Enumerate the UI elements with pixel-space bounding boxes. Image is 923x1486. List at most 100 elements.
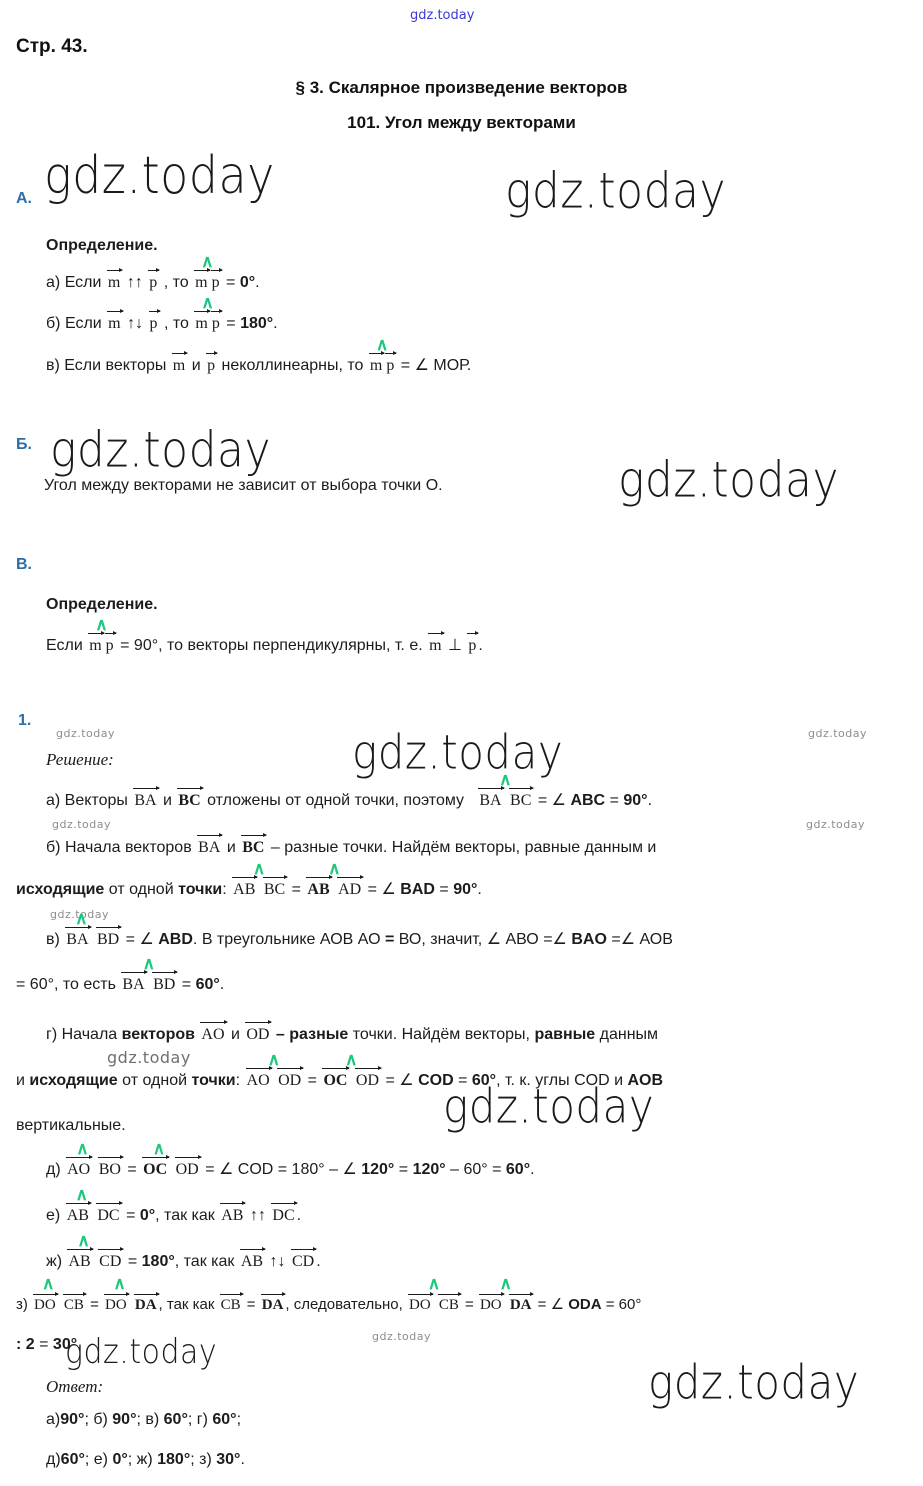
part-text: отложены от одной точки, поэтому [207,792,465,809]
watermark-small: gdz.today [808,727,868,740]
period: . [296,1207,302,1224]
period: . [530,1161,535,1178]
colon: : [235,1072,241,1089]
answer-line-1: а)90°; б) 90°; в) 60°; г) 60°; [46,1412,241,1428]
angle-value: ∠ МОР [414,357,467,374]
angle-name: ABD [158,931,193,948]
angle-pair-do-da: DO DA [478,1291,535,1313]
part-text: , так как [155,1207,215,1224]
watermark-small: gdz.today [107,1048,191,1067]
vector-p: p [148,268,161,291]
vector-bc: BC [509,786,535,809]
vector-dc: DC [271,1201,298,1224]
part-text: , т. к. углы COD и [496,1072,624,1089]
equals-sign: = [126,1207,136,1224]
equals-angle-expr: = ∠ COD = 180° – ∠ [205,1161,357,1178]
colon: : [222,881,227,898]
vector-p: p [385,351,398,374]
answer-marker: ; в) [136,1411,160,1428]
equals-sign: = [291,881,301,898]
vector-ba: BA [197,833,224,856]
vector-ba: BA [478,786,505,809]
item-text: , то [163,274,189,291]
equals-sign: = [609,792,619,809]
vector-dc: DC [96,1201,123,1224]
answer-marker: . [240,1451,245,1468]
equals-sign: = [458,1072,468,1089]
problem-part-zh: ж) AB CD = 180°, так как AB ↑↓ CD. [46,1247,321,1270]
vector-od: OD [245,1020,273,1043]
watermark-large: gdz.today [505,162,727,221]
section-a-item-b: б) Если m ↑↓ p , то mp = 180°. [46,309,278,332]
watermark-small: gdz.today [56,727,116,740]
watermark-large: gdz.today [44,144,275,206]
vector-ab: AB [67,1247,94,1270]
equals-sign: = [127,1253,138,1270]
angle-value: 120° [361,1161,395,1178]
angle-pair-oc-od: OC OD [321,1066,383,1089]
bold-word: точки [191,1072,236,1089]
section-a-item-v: в) Если векторы m и p неколлинеарны, то … [46,351,472,374]
problem-part-v-line1: в) BA BD = ∠ ABD. В треугольнике АОВ АО … [46,925,673,948]
section-letter-b: Б. [16,436,32,453]
vector-ao: AO [66,1155,94,1178]
answer-marker: ; з) [190,1451,212,1468]
part-text: от одной [108,881,174,898]
section-a-item-a: а) Если m ↑↑ p , то mp = 0°. [46,268,260,291]
part-text: =∠ АОВ [611,931,673,948]
equals-sign: = [400,357,411,374]
watermark-large: gdz.today [648,1355,860,1410]
angle-pair-ab-bc: AB BC [231,875,289,898]
angle-value: 180° [141,1253,175,1270]
part-marker: в) [46,931,60,948]
part-marker: з) [16,1296,28,1313]
item-text: Если [46,637,83,654]
solution-label: Решение: [46,750,114,769]
answer-marker: ; [236,1411,242,1428]
answer-value: 0° [112,1451,128,1468]
equals-sign: = [90,1296,99,1313]
item-marker: а) [46,274,61,291]
vector-bc: BC [262,875,289,898]
problem-part-g-line3: вертикальные. [16,1117,126,1134]
answer-label: Ответ: [46,1377,104,1396]
equals-sign: = [181,976,192,993]
angle-name: ABC [570,792,606,809]
watermark-top: gdz.today [410,8,475,23]
bold-word: – разные [275,1026,349,1043]
answer-marker: ; е) [84,1451,108,1468]
period: . [647,792,653,809]
part-text: данным [599,1026,659,1043]
definition-heading-v: Определение. [46,596,158,613]
vector-ao: AO [245,1066,273,1089]
watermark-large: gdz.today [50,421,272,480]
vector-m: m [368,351,386,374]
period: . [77,1336,82,1353]
vector-ab: AB [306,875,333,898]
equals-angle: = ∠ [367,881,396,898]
part-text: ВО, значит, ∠ АВО =∠ [398,931,567,948]
answer-marker: ; ж) [127,1451,153,1468]
bold-word: равные [534,1026,596,1043]
vector-ab: AB [239,1247,267,1270]
definition-heading-a: Определение. [46,237,158,254]
problem-part-a: а) Векторы BA и BC отложены от одной точ… [46,786,653,809]
angle-name: ODA [568,1296,602,1313]
vector-cd: CD [98,1247,125,1270]
vector-da: DA [260,1291,287,1313]
section-letter-a: А. [16,190,32,207]
angle-pair-ab-cd: AB CD [66,1247,125,1270]
angle-pair-ao-bo: AO BO [65,1155,125,1178]
angle-pair-ao-od: AO OD [245,1066,305,1089]
answer-value: 90° [60,1411,85,1428]
period: . [466,357,472,374]
equals-angle: = ∠ [125,931,154,948]
vector-ba: BA [133,786,160,809]
vector-ad: AD [337,875,365,898]
vector-bc: BC [177,786,204,809]
item-text: , то [163,315,189,332]
angle-value: 30° [52,1336,78,1353]
bold-word: векторов [121,1026,195,1043]
